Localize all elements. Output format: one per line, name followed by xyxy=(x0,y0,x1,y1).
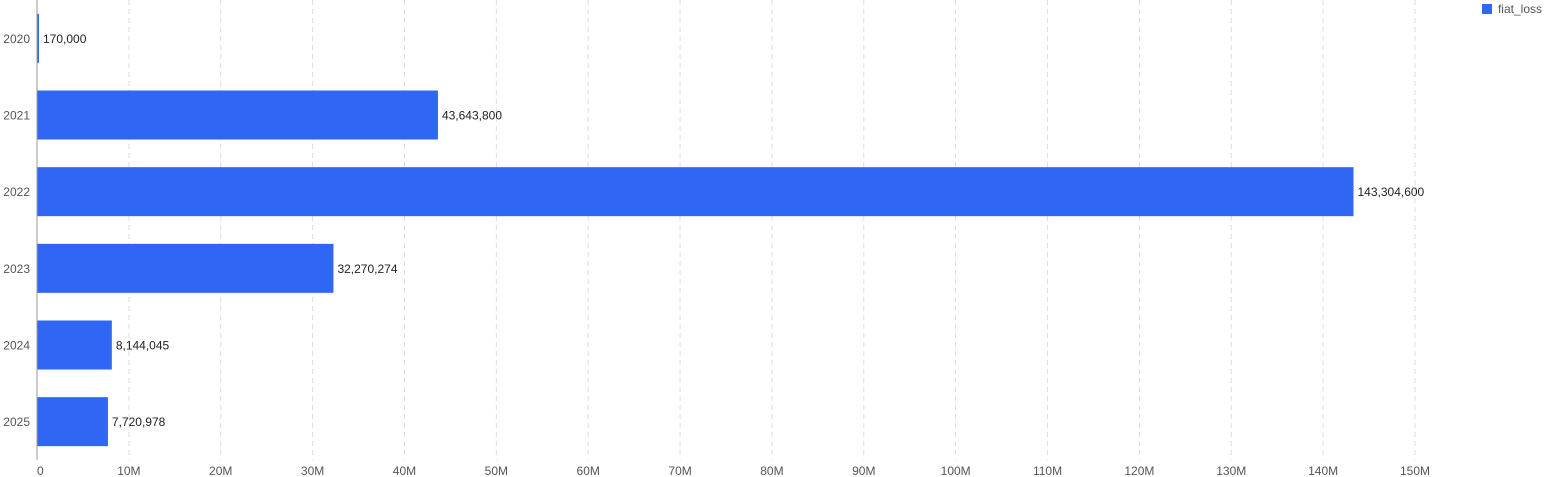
x-tick-label: 90M xyxy=(852,464,875,477)
y-tick-label-2020: 2020 xyxy=(3,32,30,46)
legend-swatch-fiat-loss xyxy=(1481,4,1492,14)
x-tick-label: 30M xyxy=(301,464,324,477)
x-tick-label: 80M xyxy=(760,464,783,477)
x-tick-label: 150M xyxy=(1400,464,1430,477)
x-tick-label: 10M xyxy=(117,464,140,477)
x-tick-label: 140M xyxy=(1308,464,1338,477)
x-tick-label: 20M xyxy=(209,464,232,477)
data-label-2023: 32,270,274 xyxy=(337,262,397,276)
bar-2024 xyxy=(37,320,112,370)
x-tick-label: 110M xyxy=(1033,464,1062,477)
x-tick-label: 50M xyxy=(485,464,508,477)
bar-2022 xyxy=(37,167,1354,217)
x-tick-label: 70M xyxy=(668,464,691,477)
x-tick-label: 120M xyxy=(1124,464,1154,477)
x-tick-label: 40M xyxy=(393,464,416,477)
legend-label-fiat-loss: fiat_loss xyxy=(1497,2,1542,16)
bar-2023 xyxy=(37,243,334,293)
bar-2020 xyxy=(37,13,39,63)
x-tick-label: 60M xyxy=(577,464,600,477)
y-axis-labels: 2020 2021 2022 2023 2024 2025 xyxy=(3,32,30,429)
x-tick-label: 130M xyxy=(1216,464,1246,477)
data-label-2022: 143,304,600 xyxy=(1357,185,1424,199)
data-label-2024: 8,144,045 xyxy=(116,339,170,353)
data-label-2021: 43,643,800 xyxy=(442,109,502,123)
bar-2021 xyxy=(37,90,438,140)
legend: fiat_loss xyxy=(1481,2,1542,16)
y-tick-label-2025: 2025 xyxy=(3,415,30,429)
y-tick-label-2021: 2021 xyxy=(3,109,30,123)
bars xyxy=(37,13,1354,447)
value-labels: 170,000 43,643,800 143,304,600 32,270,274 8,… xyxy=(43,32,1425,429)
grid-lines xyxy=(128,0,1416,460)
bar-2025 xyxy=(37,397,108,447)
y-tick-label-2022: 2022 xyxy=(3,185,30,199)
data-label-2020: 170,000 xyxy=(43,32,87,46)
data-label-2025: 7,720,978 xyxy=(112,415,166,429)
x-tick-label: 0 xyxy=(37,464,44,477)
x-tick-label: 100M xyxy=(941,464,971,477)
y-tick-label-2023: 2023 xyxy=(3,262,30,276)
x-axis-labels: 0 10M 20M 30M 40M 50M 60M 70M 80M 90M 100M 110M 120M… xyxy=(37,464,1430,477)
y-tick-label-2024: 2024 xyxy=(3,339,30,353)
